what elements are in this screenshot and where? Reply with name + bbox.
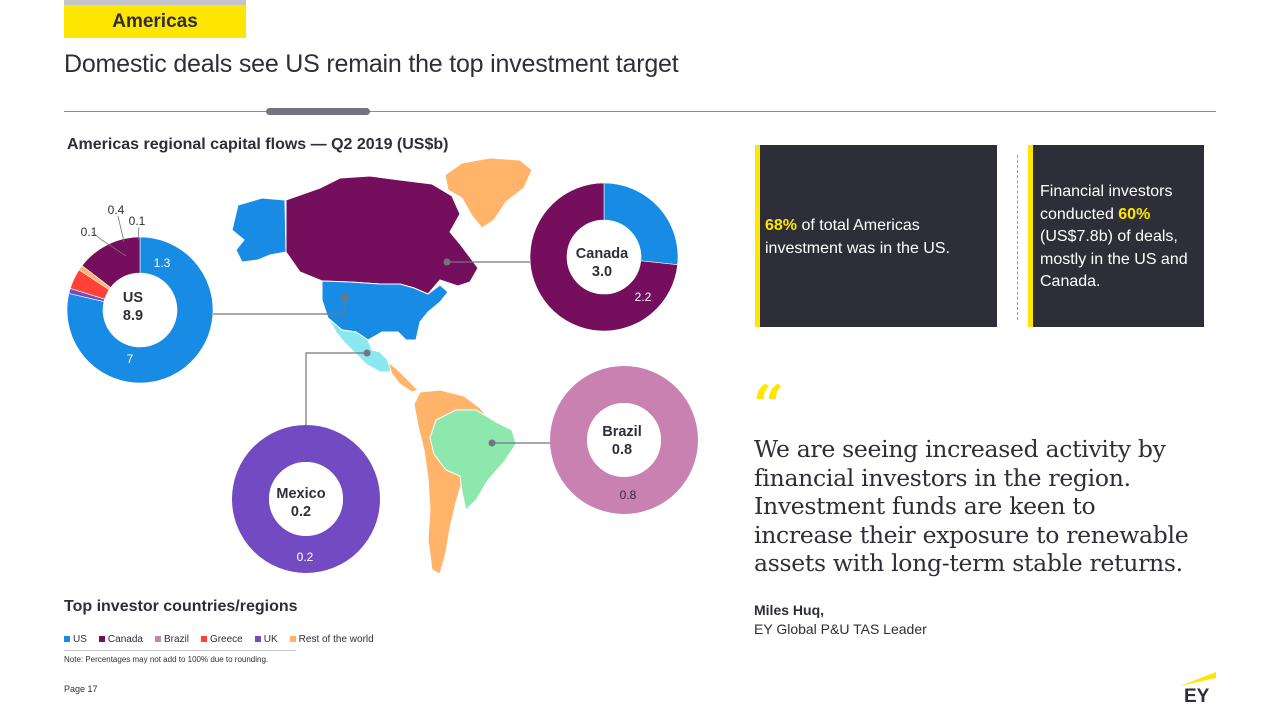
callout-body: of total Americas investment was in the … [765, 217, 950, 257]
ey-logo: EY [1180, 672, 1216, 704]
leader-dot [363, 349, 371, 357]
legend-item: Brazil [154, 632, 189, 646]
chart-title: Americas regional capital flows — Q2 201… [67, 136, 449, 153]
legend-item: Canada [98, 632, 143, 646]
map-region-brazil [429, 409, 517, 511]
donut-us: 7 0.1 0.4 0.1 1.3 US 8.9 [66, 203, 214, 384]
slice-label: 0.2 [297, 550, 314, 564]
title-divider [64, 111, 1216, 112]
legend-label: US [73, 633, 87, 645]
chart-note: Note: Percentages may not add to 100% du… [64, 655, 269, 664]
legend-label: Rest of the world [298, 633, 374, 645]
slice-callout-line [91, 231, 127, 257]
callout-box-financial-investors: Financial investors conducted 60% (US$7.… [1028, 145, 1204, 327]
ey-logo-text: EY [1184, 686, 1210, 704]
slice-callout-line [137, 226, 140, 241]
legend-label: Canada [107, 633, 143, 645]
donut-hole [269, 462, 343, 536]
donut-total-label: 3.0 [592, 264, 612, 280]
legend-item: Rest of the world [289, 632, 374, 646]
page-title: Domestic deals see US remain the top inv… [64, 50, 679, 78]
slice-label: 2.2 [635, 290, 652, 304]
legend-label: Greece [209, 633, 243, 645]
slice-label: 7 [127, 352, 134, 366]
callout-text: Financial investors conducted 60% (US$7.… [1040, 181, 1200, 294]
callout-body: (US$7.8b) of deals, mostly in the US and… [1040, 228, 1188, 290]
donut-hole [567, 220, 641, 294]
callout-highlight: 68% [765, 217, 798, 234]
donut-mexico: 0.2 Mexico 0.2 [232, 425, 380, 573]
callout-lead: Financial investors conducted [1040, 183, 1173, 223]
quote-text: We are seeing increased activity by fina… [754, 435, 1189, 578]
section-tag-bar [64, 0, 246, 5]
legend-swatch [254, 636, 261, 642]
donut-total-label: 0.8 [612, 442, 632, 458]
callout-text: 68% of total Americas investment was in … [765, 215, 990, 260]
callout-accent-stripe [1028, 145, 1033, 327]
slice-label: 0.1 [81, 225, 98, 239]
donut-slice [232, 425, 380, 573]
capital-flows-chart: 7 0.1 0.4 0.1 1.3 US 8.9 0.8 2.2 Canada 3.0 0.2 Mexi… [66, 157, 698, 575]
americas-map [231, 157, 533, 575]
legend-swatch [154, 636, 161, 642]
slice-label: 0.1 [129, 214, 146, 228]
ey-logo-beam [1180, 672, 1216, 686]
donut-hole [103, 273, 177, 347]
quote-mark-icon: “ [753, 373, 785, 437]
map-region-alaska [231, 197, 287, 263]
legend-item: US [64, 632, 87, 646]
callout-highlight: 60% [1118, 205, 1151, 223]
legend-swatch [200, 636, 207, 642]
legend-item: Greece [200, 632, 243, 646]
leader-line [163, 297, 346, 315]
donut-total-label: 8.9 [123, 308, 143, 324]
legend-swatch [98, 636, 105, 642]
donut-hole [587, 403, 661, 477]
donut-target-label: US [123, 290, 143, 306]
section-tag: Americas [64, 5, 246, 38]
legend-label: UK [263, 633, 278, 645]
map-region-canada [285, 175, 479, 295]
leader-dot [443, 258, 451, 266]
donut-target-label: Brazil [602, 424, 642, 440]
legend-swatch [64, 636, 70, 642]
donut-slice [550, 366, 698, 514]
slice-label: 1.3 [154, 256, 171, 270]
leader-dot [341, 293, 349, 301]
callout-box-us-share: 68% of total Americas investment was in … [755, 145, 997, 327]
donut-brazil: 0.8 Brazil 0.8 [550, 366, 698, 514]
legend-item: UK [254, 632, 278, 646]
callout-separator [1017, 155, 1018, 320]
legend-divider [64, 650, 296, 651]
legend-title: Top investor countries/regions [64, 598, 298, 615]
divider-accent [266, 108, 370, 115]
slice-label: 0.4 [108, 203, 125, 217]
map-region-central-america [386, 360, 419, 393]
donut-charts: 7 0.1 0.4 0.1 1.3 US 8.9 0.8 2.2 Canada 3.0 0.2 Mexi… [66, 182, 698, 573]
donut-target-label: Canada [576, 246, 629, 262]
quote-author-role: EY Global P&U TAS Leader [754, 621, 927, 637]
slice-callout-line [117, 215, 125, 243]
donut-target-label: Mexico [276, 486, 325, 502]
slice-label: 0.8 [620, 488, 637, 502]
leader-dot [488, 439, 496, 447]
quote-author: Miles Huq, [754, 602, 825, 618]
legend-swatch [289, 636, 296, 642]
donut-total-label: 0.2 [291, 504, 311, 520]
callout-accent-stripe [755, 145, 760, 327]
legend-label: Brazil [163, 633, 189, 645]
map-region-greenland [444, 157, 533, 229]
chart-legend: US Canada Brazil Greece UK Rest of the world [64, 632, 374, 646]
page-number: Page 17 [64, 684, 98, 694]
